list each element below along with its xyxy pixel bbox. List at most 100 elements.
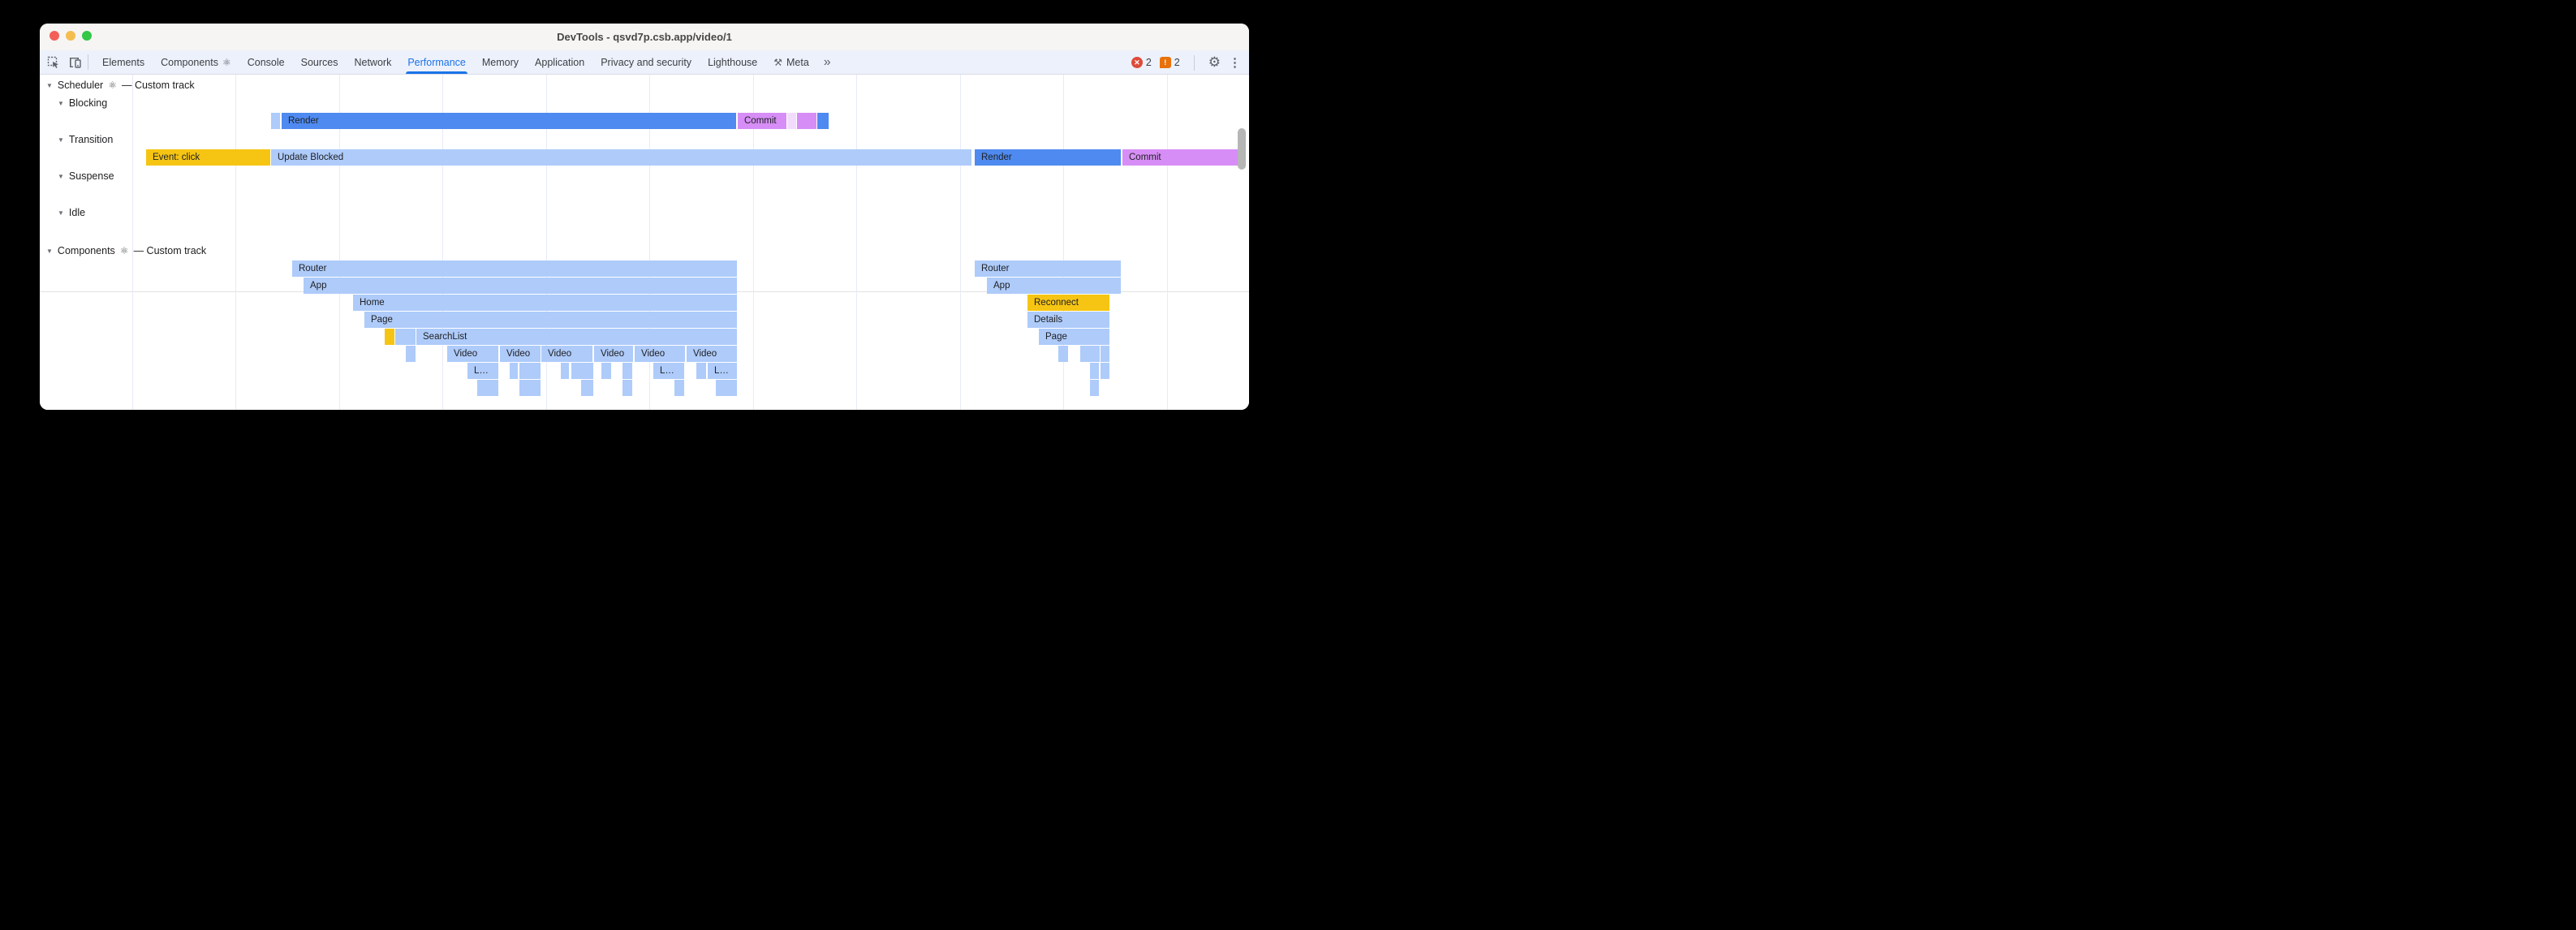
disclosure-triangle-icon[interactable]: ▼ [46, 81, 53, 89]
tools-icon: ⚒ [773, 56, 782, 68]
flame-bar-video[interactable]: Video [500, 346, 541, 362]
flame-bar-l[interactable]: L… [708, 363, 737, 379]
flame-bar-segment[interactable] [271, 113, 280, 129]
tab-label: Memory [481, 56, 519, 68]
flame-bar-app[interactable]: App [987, 278, 1121, 294]
tab-performance[interactable]: Performance [399, 50, 474, 74]
tab-console[interactable]: Console [239, 50, 293, 74]
tab-lighthouse[interactable]: Lighthouse [700, 50, 765, 74]
flame-bar-segment[interactable] [696, 363, 706, 379]
flame-bar-segment[interactable] [571, 363, 593, 379]
tab-network[interactable]: Network [346, 50, 399, 74]
kebab-menu-icon[interactable]: ⋮ [1229, 56, 1241, 70]
flame-bar-commit[interactable]: Commit [738, 113, 786, 129]
flame-bar-segment[interactable] [561, 363, 569, 379]
flame-bar-render[interactable]: Render [975, 149, 1121, 166]
disclosure-triangle-icon[interactable]: ▼ [58, 99, 64, 107]
tab-label: Meta [786, 56, 809, 68]
flame-bar-segment[interactable] [385, 329, 394, 345]
flame-bar-segment[interactable] [622, 363, 632, 379]
flame-bar-segment[interactable] [1090, 380, 1099, 396]
flame-bar-segment[interactable] [581, 380, 593, 396]
flame-bar-l[interactable]: L… [467, 363, 498, 379]
flame-bar-segment[interactable] [817, 113, 829, 129]
flame-bar-segment[interactable] [622, 380, 632, 396]
row-name: Suspense [68, 170, 114, 182]
flame-bar-reconnect[interactable]: Reconnect [1027, 295, 1109, 311]
title-bar: DevTools - qsvd7p.csb.app/video/1 [40, 24, 1249, 51]
track-header-components[interactable]: ▼ Components ⚛ — Custom track [46, 245, 206, 256]
flame-bar-details[interactable]: Details [1027, 312, 1109, 328]
flame-bar-segment[interactable] [1058, 346, 1068, 362]
settings-gear-icon[interactable]: ⚙ [1208, 54, 1221, 70]
devtools-window: DevTools - qsvd7p.csb.app/video/1 Elemen… [40, 24, 1249, 410]
device-toolbar-icon[interactable] [67, 55, 82, 70]
flame-bar-searchlist[interactable]: SearchList [416, 329, 737, 345]
track-suffix: — Custom track [133, 245, 207, 256]
flame-bar-commit[interactable]: Commit [1122, 149, 1238, 166]
flame-bar-segment[interactable] [1080, 346, 1100, 362]
row-name: Transition [68, 134, 114, 145]
flame-bar-router[interactable]: Router [975, 260, 1121, 277]
track-header-scheduler[interactable]: ▼ Scheduler ⚛ — Custom track [46, 80, 195, 91]
disclosure-triangle-icon[interactable]: ▼ [46, 247, 53, 255]
react-atom-icon: ⚛ [119, 245, 129, 256]
flame-bar-segment[interactable] [797, 113, 816, 129]
flame-bar-video[interactable]: Video [447, 346, 498, 362]
flame-bar-segment[interactable] [395, 329, 416, 345]
flame-bar-page[interactable]: Page [1039, 329, 1109, 345]
flame-bar-page[interactable]: Page [364, 312, 737, 328]
flame-bar-router[interactable]: Router [292, 260, 737, 277]
inspect-element-icon[interactable] [46, 55, 61, 70]
flame-bar-segment[interactable] [406, 346, 416, 362]
flame-bar-segment[interactable] [519, 380, 541, 396]
flame-bar-segment[interactable] [1090, 363, 1099, 379]
flame-bar-segment[interactable] [716, 380, 737, 396]
flame-bar-render[interactable]: Render [282, 113, 736, 129]
flame-bar-home[interactable]: Home [353, 295, 737, 311]
tab-sources[interactable]: Sources [293, 50, 347, 74]
flame-bar-segment[interactable] [477, 380, 498, 396]
row-label-transition[interactable]: ▼ Transition [58, 134, 113, 145]
tab-components[interactable]: Components ⚛ [153, 50, 239, 74]
disclosure-triangle-icon[interactable]: ▼ [58, 172, 64, 180]
gridline [649, 75, 650, 410]
vertical-scrollbar-thumb[interactable] [1238, 128, 1246, 170]
flame-bar-segment[interactable] [601, 363, 611, 379]
flame-bar-video[interactable]: Video [541, 346, 592, 362]
flame-bar-segment[interactable] [1101, 363, 1109, 379]
flame-bar-segment[interactable] [787, 113, 796, 129]
warning-count-group[interactable]: ! 2 [1159, 57, 1180, 68]
flame-bar-video[interactable]: Video [687, 346, 737, 362]
flame-bar-segment[interactable] [674, 380, 684, 396]
warning-count: 2 [1174, 57, 1180, 68]
tab-memory[interactable]: Memory [474, 50, 527, 74]
tab-elements[interactable]: Elements [94, 50, 153, 74]
row-label-idle[interactable]: ▼ Idle [58, 207, 85, 218]
trailing-divider [1193, 54, 1195, 71]
flame-bar-l[interactable]: L… [653, 363, 684, 379]
flame-bar-segment[interactable] [510, 363, 518, 379]
flame-bar-event-click[interactable]: Event: click [146, 149, 270, 166]
flame-bar-segment[interactable] [1101, 346, 1109, 362]
flame-bar-segment[interactable] [519, 363, 541, 379]
traffic-light-minimize-button[interactable] [66, 31, 75, 41]
flame-bar-video[interactable]: Video [635, 346, 685, 362]
flame-bar-app[interactable]: App [304, 278, 737, 294]
disclosure-triangle-icon[interactable]: ▼ [58, 209, 64, 217]
tab-application[interactable]: Application [527, 50, 592, 74]
traffic-light-zoom-button[interactable] [82, 31, 92, 41]
row-label-blocking[interactable]: ▼ Blocking [58, 97, 107, 109]
tab-meta[interactable]: ⚒ Meta [765, 50, 817, 74]
row-label-suspense[interactable]: ▼ Suspense [58, 170, 114, 182]
flame-bar-video[interactable]: Video [594, 346, 633, 362]
gridline [235, 75, 236, 410]
disclosure-triangle-icon[interactable]: ▼ [58, 136, 64, 144]
tab-privacy-and-security[interactable]: Privacy and security [592, 50, 700, 74]
window-title: DevTools - qsvd7p.csb.app/video/1 [557, 31, 732, 43]
error-count-group[interactable]: ✕ 2 [1131, 57, 1152, 68]
tab-label: Elements [102, 56, 145, 68]
traffic-light-close-button[interactable] [50, 31, 59, 41]
more-tabs-chevron-icon[interactable]: » [823, 54, 831, 69]
flame-bar-update-blocked[interactable]: Update Blocked [271, 149, 971, 166]
